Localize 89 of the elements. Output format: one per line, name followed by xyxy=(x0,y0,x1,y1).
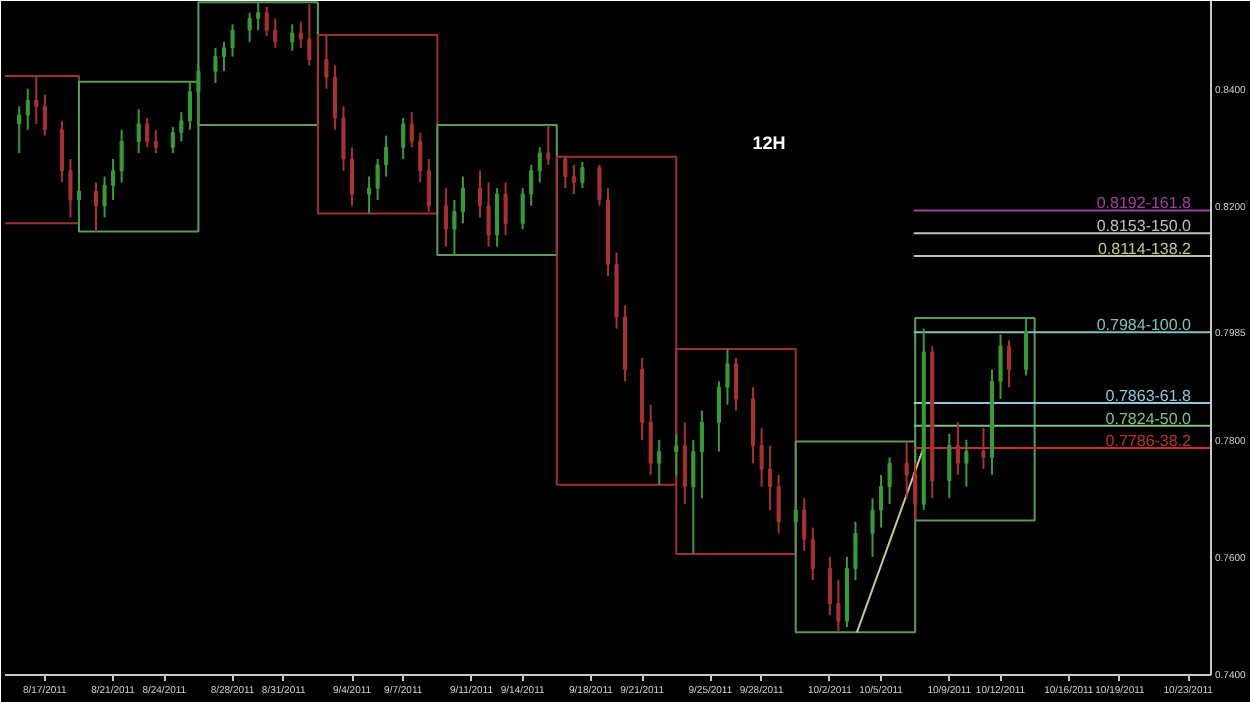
candlestick xyxy=(111,157,116,201)
series-label: 0.8153-150.0 xyxy=(1096,217,1193,236)
candlestick xyxy=(802,497,807,552)
candlestick xyxy=(776,473,781,535)
candlestick xyxy=(998,333,1003,400)
candlestick xyxy=(25,87,30,131)
candlestick xyxy=(674,432,679,476)
candlestick xyxy=(716,380,721,453)
candlestick xyxy=(1007,339,1012,389)
candlestick xyxy=(367,175,372,215)
candlestick xyxy=(486,181,491,248)
candlestick xyxy=(273,17,278,49)
candlestick xyxy=(68,157,73,219)
candlestick xyxy=(221,40,227,73)
candlestick xyxy=(580,160,585,190)
candlestick xyxy=(170,125,175,155)
candlestick xyxy=(964,438,969,488)
candlestick xyxy=(546,124,551,166)
candlestick xyxy=(904,440,909,500)
candlestick xyxy=(853,520,858,582)
candlestick xyxy=(768,444,773,512)
candlestick xyxy=(153,128,158,155)
candlestick xyxy=(947,432,952,500)
candlestick xyxy=(384,134,389,178)
candlestick xyxy=(1024,317,1029,377)
candlestick xyxy=(349,146,355,207)
candlestick xyxy=(648,403,653,476)
candlestick xyxy=(699,409,704,500)
candlestick xyxy=(187,80,192,131)
candlestick xyxy=(597,163,602,207)
candlestick xyxy=(981,427,986,471)
candlestick xyxy=(443,187,448,248)
candlestick xyxy=(887,456,892,506)
candlestick xyxy=(913,462,918,522)
candlestick xyxy=(537,146,542,184)
candlestick xyxy=(213,46,218,84)
candlestick xyxy=(17,105,22,155)
candlestick xyxy=(827,555,832,617)
candlestick xyxy=(42,93,47,137)
candlestick xyxy=(76,181,81,225)
candlestick xyxy=(298,20,303,49)
candlestick xyxy=(59,119,64,184)
candlestick xyxy=(495,187,500,248)
candlestick xyxy=(409,111,414,149)
candlestick xyxy=(145,117,150,149)
candlestick xyxy=(691,438,696,555)
candlestick xyxy=(571,163,576,196)
candlestick xyxy=(196,64,201,127)
candlestick xyxy=(264,5,269,38)
candlestick xyxy=(290,23,295,52)
candlestick xyxy=(93,181,99,233)
series-label: 0.8192-161.8 xyxy=(1096,194,1193,213)
candlestick xyxy=(136,108,141,155)
candlestick xyxy=(452,198,457,256)
candlestick xyxy=(733,356,739,412)
candlestick xyxy=(401,117,406,160)
candlestick xyxy=(751,386,756,465)
candlestick xyxy=(793,503,798,547)
series-label: 0.7824-50.0 xyxy=(1105,409,1193,428)
candlestick xyxy=(725,348,730,406)
candlestick xyxy=(256,1,261,32)
series-label: 0.8114-138.2 xyxy=(1097,240,1193,259)
candlestick xyxy=(870,497,875,558)
series-label: 0.7786-38.2 xyxy=(1105,431,1193,450)
candlestick xyxy=(247,11,252,43)
candlestick xyxy=(418,131,423,184)
candlestick xyxy=(759,427,764,488)
series-label: 0.7863-61.8 xyxy=(1105,386,1193,405)
candlestick xyxy=(836,579,841,634)
candlestick xyxy=(102,175,107,219)
candlestick xyxy=(341,105,346,172)
text: 12H xyxy=(752,133,786,153)
series-label: 0.7984-100.0 xyxy=(1096,316,1193,335)
candlestick xyxy=(332,64,337,131)
candlestick xyxy=(307,2,312,67)
candlestick xyxy=(682,421,687,506)
candlestick xyxy=(503,181,508,237)
candlestick xyxy=(529,163,534,207)
candlestick xyxy=(810,526,815,582)
candlestick xyxy=(520,187,525,231)
candlestick xyxy=(375,157,380,201)
candlestick xyxy=(460,175,465,225)
candlestick xyxy=(879,473,884,529)
candlestick xyxy=(955,421,960,476)
candlestick xyxy=(657,438,662,486)
candlestick xyxy=(230,23,235,58)
candlestick xyxy=(179,111,184,143)
candlestick xyxy=(477,169,483,219)
candlestick xyxy=(119,128,124,184)
